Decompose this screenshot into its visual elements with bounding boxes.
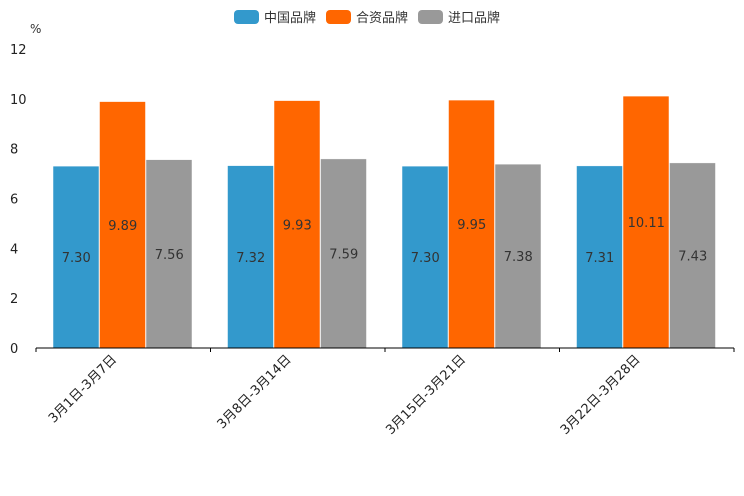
bar-data-label: 7.32: [236, 251, 265, 266]
bar-data-label: 7.30: [62, 251, 91, 266]
legend-label-imported-brand: 进口品牌: [448, 11, 501, 26]
bar-imported-brand[interactable]: [320, 158, 367, 349]
bar-data-label: 7.38: [504, 250, 533, 265]
bar-china-brand[interactable]: [401, 165, 449, 349]
bar-imported-brand[interactable]: [669, 162, 716, 349]
bar-data-label: 7.56: [155, 248, 184, 263]
y-tick-label: 6: [10, 193, 18, 208]
legend-swatch-joint-venture-brand: [326, 9, 352, 24]
legend-label-china-brand: 中国品牌: [264, 11, 317, 26]
x-category-label: 3月1日-3月7日: [46, 352, 120, 426]
x-category-label: 3月8日-3月14日: [215, 352, 295, 432]
bar-china-brand[interactable]: [52, 165, 100, 349]
bar-data-label: 7.30: [411, 251, 440, 266]
bar-data-label: 10.11: [628, 216, 665, 231]
y-tick-label: 8: [10, 143, 18, 158]
bar-joint-venture-brand[interactable]: [448, 99, 495, 349]
y-tick-label: 2: [10, 292, 18, 307]
bar-joint-venture-brand[interactable]: [99, 101, 146, 349]
y-tick-label: 10: [10, 93, 27, 108]
chart-legend: 中国品牌 合资品牌 进口品牌: [234, 7, 510, 26]
legend-swatch-china-brand: [234, 9, 259, 24]
bar-data-label: 7.31: [585, 251, 614, 266]
bar-china-brand[interactable]: [227, 165, 274, 349]
y-axis-unit-label: %: [30, 22, 41, 36]
x-category-label: 3月22日-3月28日: [558, 352, 644, 438]
bar-data-label: 9.95: [457, 218, 486, 233]
y-tick-label: 0: [10, 342, 18, 357]
bar-data-label: 9.89: [108, 219, 137, 234]
y-tick-label: 12: [10, 43, 27, 58]
bar-china-brand[interactable]: [576, 165, 623, 349]
legend-item-imported-brand[interactable]: 进口品牌: [418, 7, 500, 26]
legend-label-joint-venture-brand: 合资品牌: [356, 11, 409, 26]
bar-joint-venture-brand[interactable]: [273, 100, 321, 349]
bar-joint-venture-brand[interactable]: [622, 95, 670, 349]
legend-swatch-imported-brand: [418, 9, 444, 24]
legend-item-joint-venture-brand[interactable]: 合资品牌: [326, 7, 408, 26]
legend-item-china-brand[interactable]: 中国品牌: [234, 7, 316, 26]
y-tick-label: 4: [10, 242, 18, 257]
bar-data-label: 7.59: [329, 247, 358, 262]
bar-data-label: 7.43: [678, 249, 707, 264]
x-category-label: 3月15日-3月21日: [383, 352, 469, 438]
bar-imported-brand[interactable]: [494, 163, 542, 349]
bar-data-label: 9.93: [283, 218, 312, 233]
